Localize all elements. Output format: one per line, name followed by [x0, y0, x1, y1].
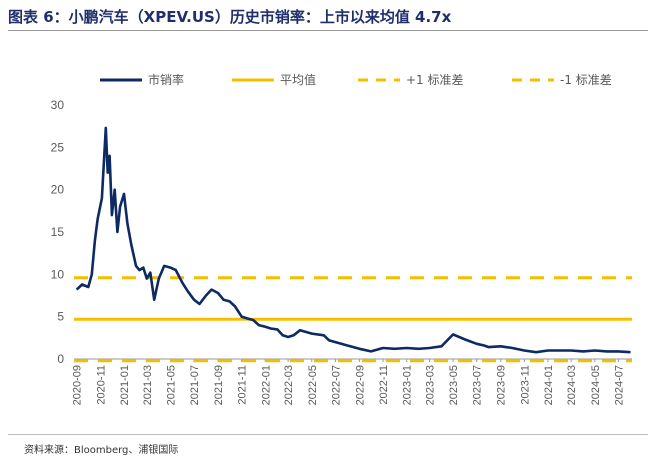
y-tick-label: 25: [51, 140, 65, 154]
x-tick-label: 2020-11: [95, 365, 107, 405]
x-tick-label: 2021-01: [119, 365, 131, 405]
legend-label: 平均值: [280, 72, 316, 87]
plot-area: [74, 126, 632, 363]
x-tick-label: 2021-07: [189, 365, 201, 405]
x-tick-label: 2023-11: [519, 365, 531, 405]
x-tick-label: 2022-11: [378, 365, 390, 405]
x-tick-label: 2021-05: [165, 365, 177, 405]
y-tick-label: 20: [51, 183, 65, 197]
x-tick-label: 2021-09: [213, 365, 225, 405]
y-tick-label: 5: [57, 310, 64, 324]
legend-item: 平均值: [232, 72, 316, 87]
x-tick-label: 2022-09: [354, 365, 366, 405]
title-divider: [8, 30, 648, 31]
x-tick-label: 2021-03: [142, 365, 154, 405]
legend-label: +1 标准差: [406, 73, 464, 87]
y-tick-label: 30: [51, 98, 65, 112]
x-tick-label: 2020-09: [72, 365, 84, 405]
legend-item: 市销率: [100, 72, 184, 87]
y-axis: 0 5 10 15 20 25 30: [51, 98, 65, 366]
x-tick-label: 2023-01: [402, 365, 414, 405]
chart-title: 图表 6：小鹏汽车（XPEV.US）历史市销率：上市以来均值 4.7x: [8, 8, 452, 26]
x-tick-label: 2022-03: [283, 365, 295, 405]
y-tick-label: 10: [51, 267, 65, 281]
x-tick-label: 2022-05: [307, 365, 319, 405]
legend: 市销率 平均值 +1 标准差 -1 标准差: [100, 72, 612, 87]
x-tick-label: 2024-07: [613, 365, 625, 405]
legend-item: +1 标准差: [358, 73, 464, 87]
x-tick-label: 2024-05: [590, 365, 602, 405]
x-tick-label: 2024-01: [543, 365, 555, 405]
x-tick-label: 2022-01: [260, 365, 272, 405]
x-tick-label: 2023-03: [424, 365, 436, 405]
x-tick-label: 2024-03: [566, 365, 578, 405]
legend-label: 市销率: [148, 72, 184, 87]
source-note: 资料来源：Bloomberg、浦银国际: [24, 445, 179, 456]
legend-label: -1 标准差: [560, 73, 612, 87]
x-tick-label: 2021-11: [237, 365, 249, 405]
x-tick-label: 2023-09: [496, 365, 508, 405]
y-tick-label: 0: [57, 352, 64, 366]
x-axis: 2020-09 2020-11 2021-01 2021-03 2021-05 2021-…: [72, 358, 632, 405]
legend-item: -1 标准差: [512, 73, 612, 87]
x-tick-label: 2022-07: [330, 365, 342, 405]
x-tick-label: 2023-07: [472, 365, 484, 405]
y-tick-label: 15: [51, 225, 65, 239]
ps-ratio-series-line: [75, 126, 631, 354]
source-divider: [8, 434, 648, 435]
x-tick-label: 2023-05: [448, 365, 460, 405]
